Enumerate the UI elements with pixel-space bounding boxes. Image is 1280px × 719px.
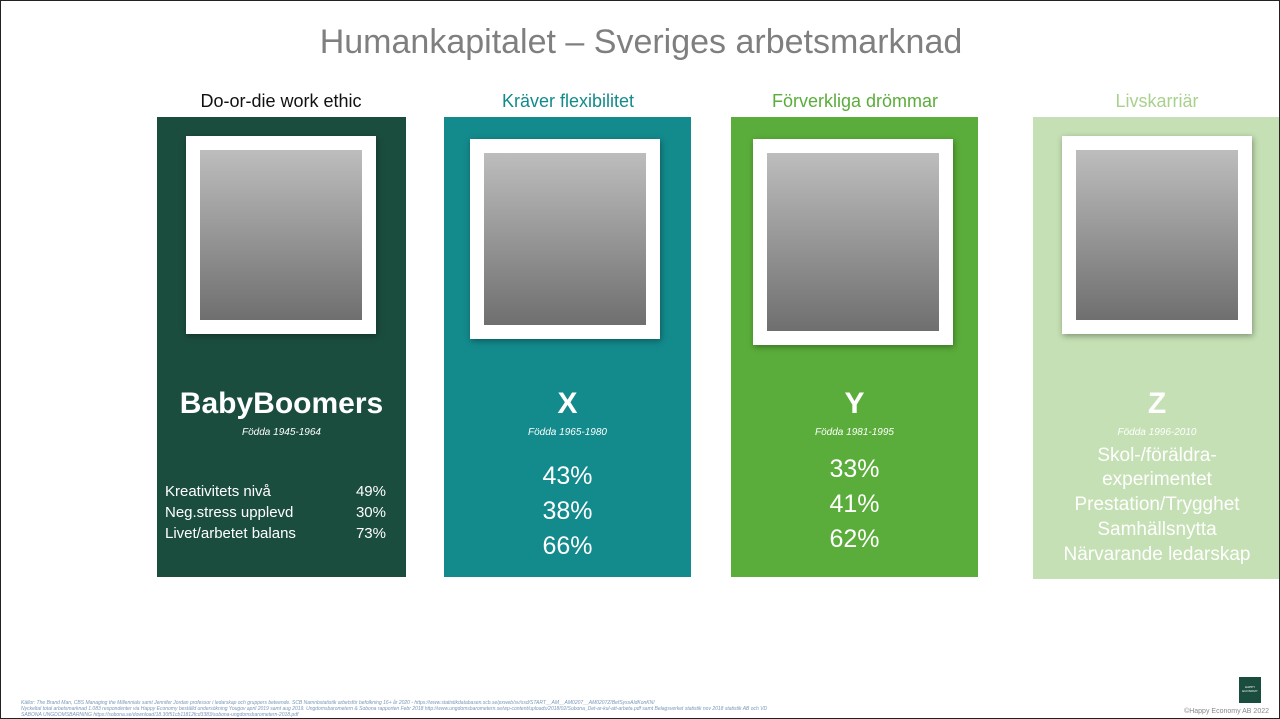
stat-label: Livet/arbetet balans (165, 525, 296, 542)
list-item: Prestation/Trygghet (1033, 494, 1280, 516)
logo: HAPPY ECONOMY (1239, 677, 1261, 703)
slide-title: Humankapitalet – Sveriges arbetsmarknad (1, 23, 1280, 62)
column: Y Födda 1981-1995 33% 41% 62% (731, 117, 978, 577)
list-item: experimentet (1033, 469, 1280, 491)
generation-name: Y (731, 387, 978, 421)
photo-frame (186, 136, 376, 334)
source-text: SABONA UNGDOMSBARNING https://sobona.se/… (21, 712, 298, 718)
stat-label: Neg.stress upplevd (165, 504, 293, 521)
photo (1076, 150, 1238, 320)
list-item: Närvarande ledarskap (1033, 544, 1280, 566)
list-item: Samhällsnytta (1033, 519, 1280, 541)
slide: Humankapitalet – Sveriges arbetsmarknad … (0, 0, 1280, 719)
stat-value: 66% (444, 532, 691, 561)
stat-value: 62% (731, 525, 978, 554)
generation-name: X (444, 387, 691, 421)
birth-years: Födda 1965-1980 (444, 427, 691, 438)
stat-value: 38% (444, 497, 691, 526)
stat-value: 43% (444, 462, 691, 491)
generation-name: BabyBoomers (157, 387, 406, 421)
column: X Födda 1965-1980 43% 38% 66% (444, 117, 691, 577)
column-heading: Do-or-die work ethic (151, 91, 411, 112)
photo-frame (470, 139, 660, 339)
copyright: ©Happy Economy AB 2022 (1184, 708, 1269, 715)
stat-value: 49% (356, 483, 386, 500)
column-heading: Kräver flexibilitet (438, 91, 698, 112)
stat-label: Kreativitets nivå (165, 483, 271, 500)
column-heading: Livskarriär (1027, 91, 1280, 112)
stat-value: 33% (731, 455, 978, 484)
photo-frame (1062, 136, 1252, 334)
stat-value: 41% (731, 490, 978, 519)
photo (767, 153, 939, 331)
photo (484, 153, 646, 325)
birth-years: Födda 1945-1964 (157, 427, 406, 438)
photo-frame (753, 139, 953, 345)
birth-years: Födda 1981-1995 (731, 427, 978, 438)
column: BabyBoomers Födda 1945-1964 Kreativitets… (157, 117, 406, 577)
birth-years: Födda 1996-2010 (1033, 427, 1280, 438)
list-item: Skol-/föräldra- (1033, 445, 1280, 467)
column-heading: Förverkliga drömmar (725, 91, 985, 112)
photo (200, 150, 362, 320)
stat-value: 30% (356, 504, 386, 521)
generation-name: Z (1033, 387, 1280, 421)
column: Z Födda 1996-2010 Skol-/föräldra- experi… (1033, 117, 1280, 579)
stat-value: 73% (356, 525, 386, 542)
